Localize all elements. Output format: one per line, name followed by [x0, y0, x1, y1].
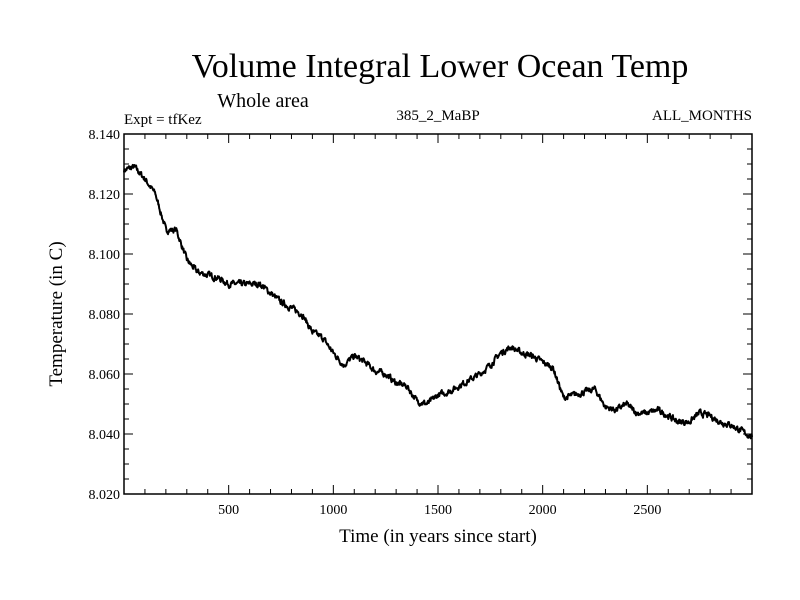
chart-title: Volume Integral Lower Ocean Temp [192, 48, 689, 85]
x-tick-label: 1500 [424, 503, 452, 518]
y-tick-label: 8.100 [89, 248, 121, 263]
plot-frame [123, 133, 753, 495]
x-axis-label: Time (in years since start) [339, 526, 537, 547]
x-axis: 500 1000 1500 2000 2500 [144, 134, 732, 518]
x-tick-label: 1000 [319, 503, 347, 518]
y-tick-label: 8.060 [89, 368, 121, 383]
run-label: 385_2_MaBP [396, 108, 479, 124]
y-axis-label: Temperature (in C) [46, 241, 67, 386]
x-tick-label: 2000 [529, 503, 557, 518]
y-tick-label: 8.020 [89, 488, 121, 503]
experiment-label: Expt = tfKez [124, 112, 202, 128]
y-tick-label: 8.140 [89, 128, 121, 143]
x-tick-label: 2500 [633, 503, 661, 518]
chart-subtitle: Whole area [217, 90, 309, 112]
y-tick-label: 8.080 [89, 308, 121, 323]
period-label: ALL_MONTHS [652, 108, 752, 124]
x-tick-label: 500 [218, 503, 239, 518]
y-tick-label: 8.120 [89, 188, 121, 203]
y-axis: 8.020 8.040 8.060 8.080 8.100 8.120 8.140 [89, 128, 752, 503]
series-line [123, 163, 753, 440]
y-tick-label: 8.040 [89, 428, 121, 443]
